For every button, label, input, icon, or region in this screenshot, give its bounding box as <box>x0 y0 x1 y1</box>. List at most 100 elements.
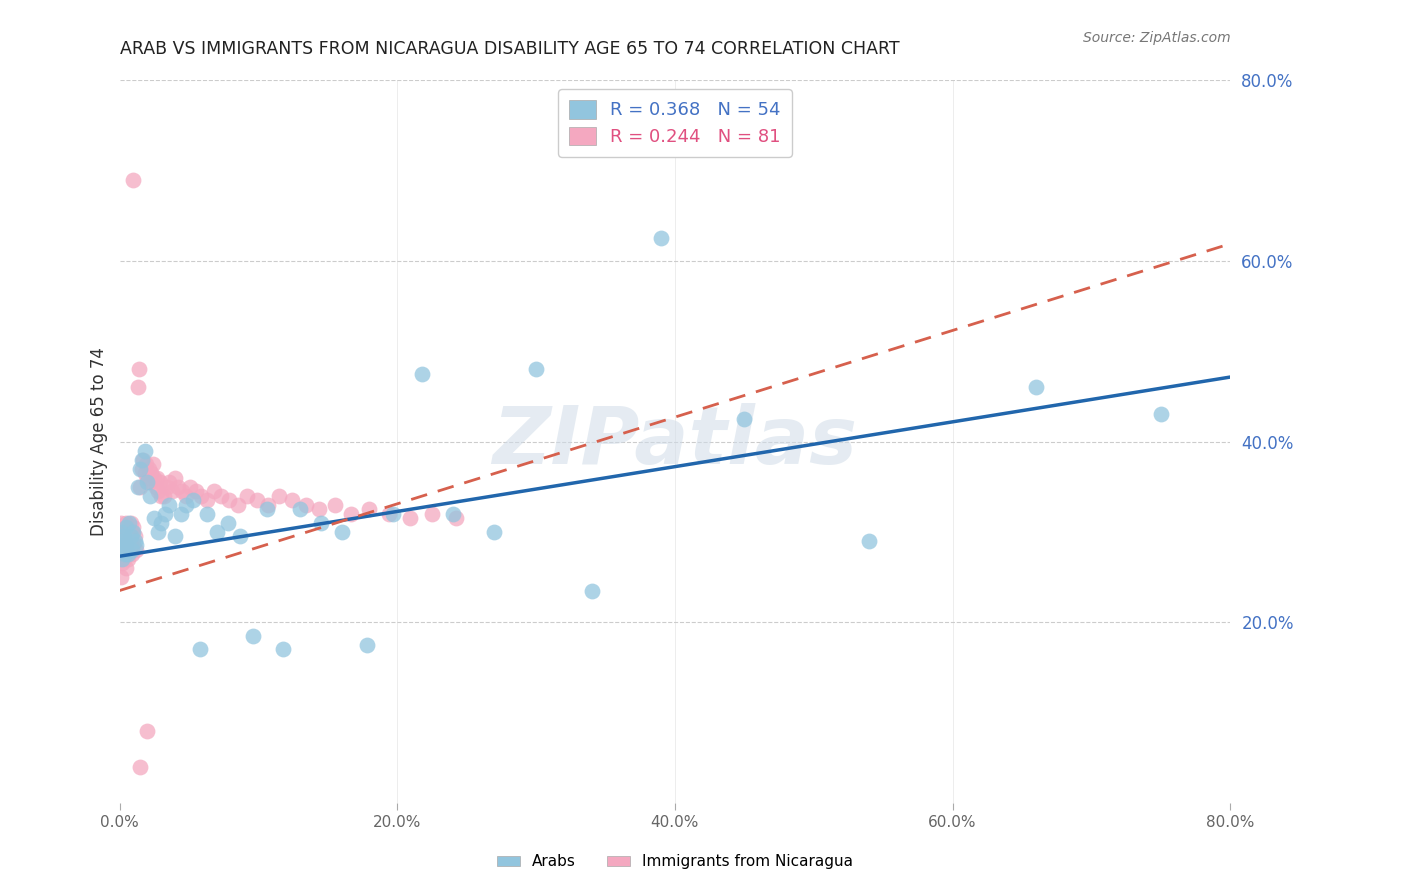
Point <box>382 507 405 521</box>
Point <box>112 524 135 539</box>
Point <box>411 367 433 381</box>
Point <box>179 480 201 494</box>
Point <box>120 538 142 552</box>
Point <box>153 489 176 503</box>
Point <box>202 484 225 499</box>
Point <box>114 529 136 543</box>
Point <box>188 642 211 657</box>
Point <box>115 538 138 552</box>
Point <box>169 507 191 521</box>
Point <box>581 583 603 598</box>
Point <box>524 362 547 376</box>
Point <box>121 548 143 562</box>
Text: ZIPatlas: ZIPatlas <box>492 402 858 481</box>
Point <box>110 542 132 557</box>
Point <box>226 498 249 512</box>
Point <box>121 542 143 557</box>
Point <box>139 489 162 503</box>
Point <box>118 516 141 530</box>
Point <box>112 542 135 557</box>
Point <box>112 552 135 566</box>
Point <box>111 533 134 548</box>
Point <box>162 484 184 499</box>
Point <box>148 524 170 539</box>
Point <box>1150 408 1173 422</box>
Point <box>166 480 188 494</box>
Text: Source: ZipAtlas.com: Source: ZipAtlas.com <box>1083 31 1230 45</box>
Point <box>150 516 173 530</box>
Point <box>170 484 193 499</box>
Point <box>174 489 197 503</box>
Point <box>139 475 162 490</box>
Point <box>129 461 152 475</box>
Point <box>124 529 146 543</box>
Point <box>149 475 172 490</box>
Point <box>217 516 239 530</box>
Point <box>112 533 135 548</box>
Point <box>330 524 353 539</box>
Point <box>323 498 346 512</box>
Point <box>131 461 153 475</box>
Point <box>420 507 443 521</box>
Point <box>114 548 136 562</box>
Point <box>195 493 218 508</box>
Point <box>138 461 160 475</box>
Point <box>143 511 166 525</box>
Point <box>246 493 269 508</box>
Point <box>135 457 157 471</box>
Point <box>125 542 148 557</box>
Point <box>115 561 138 575</box>
Point <box>280 493 302 508</box>
Point <box>111 557 134 571</box>
Point <box>115 520 138 534</box>
Point <box>205 524 228 539</box>
Point <box>484 524 506 539</box>
Point <box>118 529 141 543</box>
Point <box>163 471 186 485</box>
Point <box>136 475 159 490</box>
Point <box>294 498 316 512</box>
Point <box>129 480 152 494</box>
Point <box>127 380 149 394</box>
Point <box>181 493 204 508</box>
Point <box>650 231 672 245</box>
Point <box>269 489 291 503</box>
Point <box>156 480 179 494</box>
Point <box>115 542 138 557</box>
Text: ARAB VS IMMIGRANTS FROM NICARAGUA DISABILITY AGE 65 TO 74 CORRELATION CHART: ARAB VS IMMIGRANTS FROM NICARAGUA DISABI… <box>120 40 898 58</box>
Point <box>190 489 212 503</box>
Point <box>128 362 150 376</box>
Point <box>441 507 464 521</box>
Point <box>184 484 207 499</box>
Point <box>159 498 181 512</box>
Point <box>356 638 378 652</box>
Point <box>136 723 159 738</box>
Point <box>129 760 152 774</box>
Point <box>159 475 181 490</box>
Point <box>111 538 134 552</box>
Point <box>309 516 332 530</box>
Point <box>209 489 232 503</box>
Point <box>120 516 142 530</box>
Point <box>733 412 755 426</box>
Y-axis label: Disability Age 65 to 74: Disability Age 65 to 74 <box>90 347 108 536</box>
Point <box>110 524 132 539</box>
Point <box>143 471 166 485</box>
Point <box>110 516 132 530</box>
Point <box>150 489 173 503</box>
Point <box>118 524 141 539</box>
Point <box>256 502 278 516</box>
Point <box>117 552 139 566</box>
Point <box>148 484 170 499</box>
Point <box>121 524 143 539</box>
Point <box>163 529 186 543</box>
Point <box>229 529 252 543</box>
Point <box>111 529 134 543</box>
Point <box>131 452 153 467</box>
Point <box>174 498 197 512</box>
Point <box>378 507 401 521</box>
Point <box>141 466 163 480</box>
Point <box>125 538 148 552</box>
Point <box>398 511 420 525</box>
Point <box>115 516 138 530</box>
